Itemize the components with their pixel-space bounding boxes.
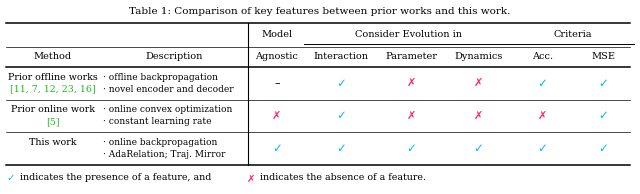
Text: · AdaRelation; Traj. Mirror: · AdaRelation; Traj. Mirror (103, 150, 225, 159)
Text: ✓: ✓ (336, 109, 346, 122)
Text: ✗: ✗ (474, 111, 483, 121)
Text: Model: Model (261, 30, 292, 39)
Text: ✓: ✓ (598, 142, 608, 155)
Text: Method: Method (34, 52, 72, 61)
Text: Table 1: Comparison of key features between prior works and this work.: Table 1: Comparison of key features betw… (129, 7, 511, 16)
Text: Description: Description (146, 52, 203, 61)
Text: ✓: ✓ (598, 109, 608, 122)
Text: · novel encoder and decoder: · novel encoder and decoder (103, 85, 234, 94)
Text: ✓: ✓ (538, 142, 547, 155)
Text: ✓: ✓ (336, 77, 346, 90)
Text: Consider Evolution in: Consider Evolution in (355, 30, 461, 39)
Text: · offline backpropagation: · offline backpropagation (103, 73, 218, 82)
Text: ✓: ✓ (6, 173, 15, 184)
Text: Acc.: Acc. (532, 52, 553, 61)
Text: · online convex optimization: · online convex optimization (103, 106, 232, 114)
Text: Interaction: Interaction (314, 52, 368, 61)
Text: ✓: ✓ (272, 142, 282, 155)
Text: ✓: ✓ (336, 142, 346, 155)
Text: ✗: ✗ (538, 111, 547, 121)
Text: Parameter: Parameter (385, 52, 437, 61)
Text: ✓: ✓ (598, 77, 608, 90)
Text: [5]: [5] (46, 117, 60, 126)
Text: ✗: ✗ (474, 78, 483, 88)
Text: indicates the absence of a feature.: indicates the absence of a feature. (257, 173, 426, 182)
Text: ✓: ✓ (406, 142, 416, 155)
Text: indicates the presence of a feature, and: indicates the presence of a feature, and (17, 173, 214, 182)
Text: Agnostic: Agnostic (255, 52, 298, 61)
Text: Dynamics: Dynamics (454, 52, 502, 61)
Text: –: – (274, 78, 280, 88)
Text: ✗: ✗ (272, 111, 282, 121)
Text: ✓: ✓ (538, 77, 547, 90)
Text: [11, 7, 12, 23, 16]: [11, 7, 12, 23, 16] (10, 85, 95, 94)
Text: · online backpropagation: · online backpropagation (103, 138, 218, 147)
Text: MSE: MSE (591, 52, 615, 61)
Text: ✓: ✓ (474, 142, 483, 155)
Text: This work: This work (29, 138, 77, 147)
Text: Prior offline works: Prior offline works (8, 73, 98, 82)
Text: ✗: ✗ (406, 111, 416, 121)
Text: · constant learning rate: · constant learning rate (103, 117, 212, 126)
Text: Prior online work: Prior online work (11, 106, 95, 114)
Text: ✗: ✗ (406, 78, 416, 88)
Text: ✗: ✗ (246, 173, 255, 184)
Text: Criteria: Criteria (554, 30, 592, 39)
